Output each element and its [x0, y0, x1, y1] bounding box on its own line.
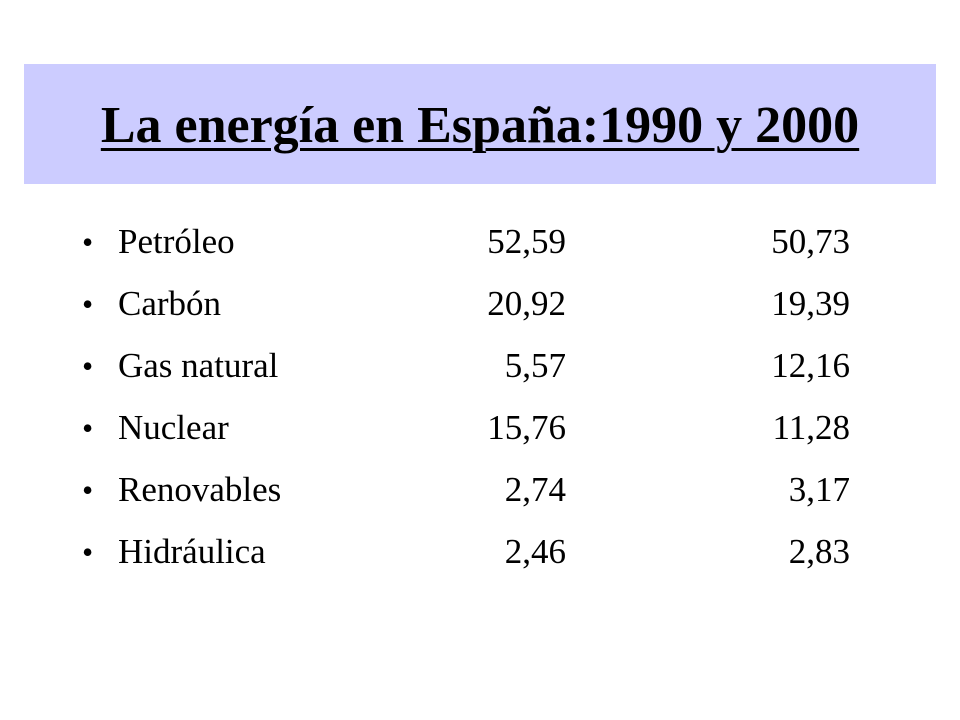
value-1990: 15,76 — [487, 408, 566, 447]
value-2000: 12,16 — [771, 346, 850, 385]
value-2000: 2,83 — [788, 532, 850, 571]
bullet-icon: • — [82, 410, 94, 446]
list-item: • Gas natural 5,57 12,16 — [0, 338, 960, 400]
list-item: • Nuclear 15,76 11,28 — [0, 400, 960, 462]
slide-title: La energía en España:1990 y 2000 — [100, 97, 860, 154]
item-label: Renovables — [118, 470, 282, 509]
bullet-icon: • — [82, 534, 94, 570]
energy-list: • Petróleo 52,59 50,73 • Carbón 20,92 19… — [0, 214, 960, 586]
list-item: • Carbón 20,92 19,39 — [0, 276, 960, 338]
value-1990: 20,92 — [487, 284, 566, 323]
title-band: La energía en España:1990 y 2000 — [24, 64, 936, 184]
value-2000: 3,17 — [788, 470, 850, 509]
value-2000: 50,73 — [771, 222, 850, 261]
value-2000: 19,39 — [771, 284, 850, 323]
value-2000: 11,28 — [772, 408, 850, 447]
bullet-icon: • — [82, 286, 94, 322]
list-item: • Hidráulica 2,46 2,83 — [0, 524, 960, 586]
item-label: Carbón — [118, 284, 222, 323]
item-label: Hidráulica — [118, 532, 266, 571]
item-label: Petróleo — [118, 222, 235, 261]
value-1990: 2,74 — [504, 470, 566, 509]
value-1990: 5,57 — [504, 346, 566, 385]
bullet-icon: • — [82, 224, 94, 260]
bullet-icon: • — [82, 472, 94, 508]
item-label: Nuclear — [118, 408, 229, 447]
value-1990: 52,59 — [487, 222, 566, 261]
list-item: • Renovables 2,74 3,17 — [0, 462, 960, 524]
list-item: • Petróleo 52,59 50,73 — [0, 214, 960, 276]
item-label: Gas natural — [118, 346, 279, 385]
bullet-icon: • — [82, 348, 94, 384]
value-1990: 2,46 — [504, 532, 566, 571]
